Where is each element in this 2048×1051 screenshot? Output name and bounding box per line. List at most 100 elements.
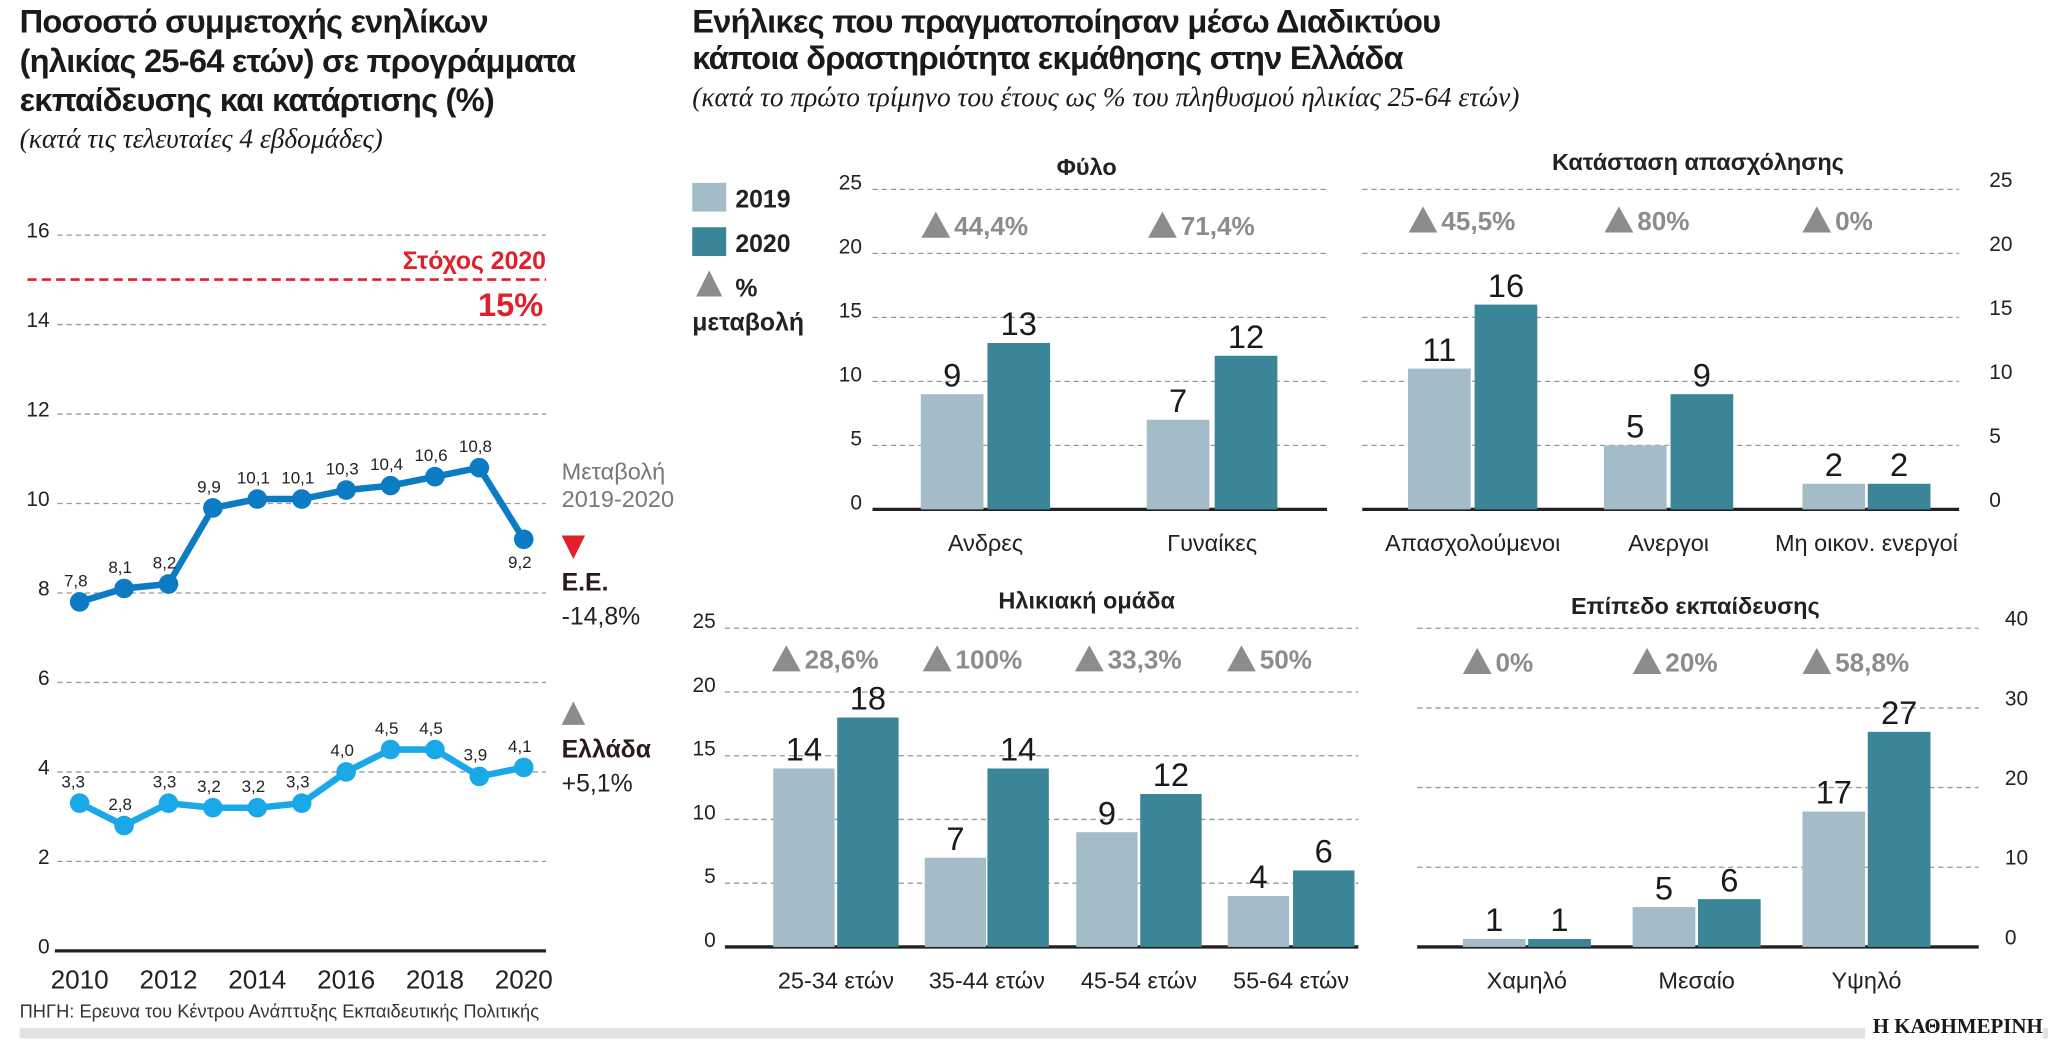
bar-value-label: 5 xyxy=(1655,869,1673,906)
y-tick-label: 5 xyxy=(704,865,716,888)
series-line-eu xyxy=(78,464,527,606)
bar-value-label: 14 xyxy=(1000,731,1036,768)
y-tick-label: 6 xyxy=(38,667,50,690)
right-subtitle: (κατά το πρώτο τρίμηνο του έτους ως % το… xyxy=(692,80,1520,113)
greece-label: Ελλάδα xyxy=(562,737,651,764)
bar-value-label: 2 xyxy=(1890,446,1908,483)
data-point-eu xyxy=(69,592,90,612)
change-value: 20% xyxy=(1665,647,1717,677)
decrease-triangle-icon xyxy=(561,535,586,560)
eu-change: -14,8% xyxy=(562,603,641,630)
data-point-eu xyxy=(114,578,134,599)
y-tick-label: 0 xyxy=(38,935,50,958)
change-value: 58,8% xyxy=(1835,647,1909,677)
y-tick-label: 15 xyxy=(839,299,862,322)
bar-2020 xyxy=(1670,394,1734,510)
bar-2019 xyxy=(1076,832,1138,947)
y-tick-label: 4 xyxy=(38,757,50,780)
change-triangle-icon xyxy=(1462,647,1492,674)
data-point-eu xyxy=(513,529,534,550)
data-label: 9,2 xyxy=(508,553,532,572)
bar-value-label: 18 xyxy=(850,680,886,717)
bar-2019 xyxy=(1146,419,1210,510)
data-point-greece xyxy=(291,793,312,814)
data-label: 3,9 xyxy=(464,746,488,765)
panel-title: Κατάσταση απασχόλησης xyxy=(1552,149,1844,175)
increase-triangle-icon xyxy=(561,701,586,725)
change-value: 0% xyxy=(1835,206,1873,236)
source-note: ΠΗΓΗ: Ερευνα του Κέντρου Ανάπτυξης Εκπαι… xyxy=(19,1000,540,1022)
panel-title: Επίπεδο εκπαίδευσης xyxy=(1571,593,1820,619)
left-title-line-1: Ποσοστό συμμετοχής ενηλίκων xyxy=(19,3,489,41)
x-tick-label: 2014 xyxy=(228,965,286,995)
y-tick-label: 16 xyxy=(26,220,49,243)
y-tick-label: 40 xyxy=(2005,608,2028,631)
data-label: 3,3 xyxy=(286,773,310,792)
data-point-greece xyxy=(380,739,401,760)
y-tick-label: 0 xyxy=(850,491,862,514)
y-tick-label: 2 xyxy=(38,846,50,869)
bar-value-label: 2 xyxy=(1825,446,1843,483)
data-point-greece xyxy=(247,797,268,818)
data-point-eu xyxy=(291,489,312,509)
bar-2019 xyxy=(1462,938,1526,947)
data-label: 7,8 xyxy=(64,571,88,590)
data-point-eu xyxy=(425,466,445,487)
y-tick-label: 0 xyxy=(1989,489,2001,512)
category-label: Απασχολούμενοι xyxy=(1385,530,1560,556)
change-triangle-icon xyxy=(771,645,801,672)
x-tick-label: 2018 xyxy=(406,965,464,995)
bar-2020 xyxy=(1214,355,1278,510)
change-triangle-icon xyxy=(1802,206,1832,233)
change-triangle-icon xyxy=(1408,206,1438,233)
bar-2020 xyxy=(987,768,1049,947)
change-value: 44,4% xyxy=(954,211,1028,241)
bar-2019 xyxy=(1632,907,1696,947)
bar-value-label: 1 xyxy=(1485,901,1503,938)
x-tick-label: 2010 xyxy=(51,965,109,995)
panel-title: Ηλικιακή ομάδα xyxy=(998,588,1175,614)
bar-value-label: 9 xyxy=(943,356,961,393)
legend-change-triangle-icon xyxy=(696,270,723,297)
change-triangle-icon xyxy=(1227,645,1256,672)
change-triangle-icon xyxy=(1604,206,1634,233)
bar-value-label: 12 xyxy=(1228,318,1264,355)
bar-value-label: 27 xyxy=(1881,694,1917,731)
y-tick-label: 12 xyxy=(26,399,49,422)
change-period-label: 2019-2020 xyxy=(562,486,674,512)
bar-2020 xyxy=(1474,304,1538,510)
y-tick-label: 10 xyxy=(839,363,862,386)
data-label: 4,1 xyxy=(508,737,532,756)
data-point-eu xyxy=(336,480,356,500)
footer-bar xyxy=(19,1027,2048,1039)
change-value: 71,4% xyxy=(1181,211,1255,241)
data-label: 4,0 xyxy=(330,741,354,760)
data-point-greece xyxy=(469,766,490,787)
bar-2020 xyxy=(1867,483,1931,510)
category-label: 35-44 ετών xyxy=(929,968,1045,994)
data-point-greece xyxy=(336,762,356,782)
greece-change: +5,1% xyxy=(562,771,633,798)
target-label: Στόχος 2020 xyxy=(403,248,546,275)
data-point-eu xyxy=(247,489,268,509)
bar-2020 xyxy=(837,717,899,947)
y-tick-label: 0 xyxy=(704,929,716,952)
bar-2020 xyxy=(1140,793,1202,947)
y-tick-label: 30 xyxy=(2005,687,2028,710)
data-point-greece xyxy=(203,797,223,818)
y-tick-label: 10 xyxy=(1989,361,2012,384)
bar-2019 xyxy=(1802,483,1866,510)
data-label: 4,5 xyxy=(375,719,399,738)
bar-value-label: 4 xyxy=(1249,858,1267,895)
legend-label-2020: 2020 xyxy=(735,231,790,258)
brand-logo: Η ΚΑΘΗΜΕΡΙΝΗ xyxy=(1864,1016,2043,1040)
change-value: 28,6% xyxy=(805,645,879,675)
bar-2020 xyxy=(1697,899,1761,947)
y-tick-label: 15 xyxy=(1989,297,2012,320)
y-tick-label: 25 xyxy=(1989,169,2012,192)
category-label: Μεσαίο xyxy=(1658,968,1734,994)
change-triangle-icon xyxy=(1802,647,1832,674)
category-label: Χαμηλό xyxy=(1487,968,1567,994)
